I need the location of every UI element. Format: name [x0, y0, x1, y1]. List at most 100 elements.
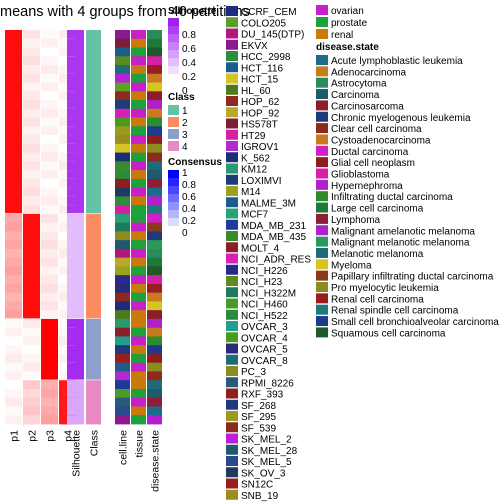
disease-state-legend-label: Clear cell carcinoma — [331, 124, 422, 135]
cell-line-legend-swatch — [226, 253, 238, 264]
class-cell — [86, 371, 101, 381]
tissue-legend-swatch — [316, 29, 328, 39]
cell-line-legend-swatch — [226, 388, 238, 399]
disease-state-cell — [147, 56, 162, 66]
cell-line-legend-swatch — [226, 321, 238, 331]
membership-cell — [23, 65, 40, 75]
membership-cell — [23, 91, 40, 101]
silhouette-cell — [67, 170, 84, 180]
cell-line-legend-label: OVCAR_5 — [241, 345, 288, 356]
cell-line-legend-label: NCI_H23 — [241, 277, 283, 288]
class-cell — [86, 266, 101, 276]
membership-cell — [23, 56, 40, 66]
cell-line-legend-label: NCI_H322M — [241, 288, 296, 299]
cell-line-cell — [115, 213, 130, 224]
cell-line-legend-label: HCT_15 — [241, 75, 279, 86]
tissue-cell — [131, 231, 146, 241]
disease-state-cell — [147, 257, 162, 267]
disease-state-cell — [147, 178, 162, 188]
disease-state-legend-label: Malignant melanotic melanoma — [331, 238, 470, 249]
cell-line-legend-label: CCRF_CEM — [241, 7, 297, 18]
membership-cell — [23, 406, 40, 416]
tissue-cell — [131, 170, 146, 180]
disease-state-legend-swatch — [316, 270, 328, 281]
cell-line-legend-swatch — [226, 84, 238, 95]
disease-state-cell — [147, 275, 162, 285]
membership-cell — [41, 38, 58, 48]
disease-state-legend-swatch — [316, 179, 328, 190]
tissue-cell — [131, 257, 146, 267]
membership-cell — [5, 100, 22, 110]
tissue-cell — [131, 362, 146, 372]
cell-line-legend-label: SF_539 — [241, 423, 276, 434]
cell-line-cell — [115, 266, 130, 276]
disease-state-legend-swatch — [316, 168, 328, 179]
disease-state-cell — [147, 91, 162, 101]
cell-line-legend-label: MALME_3M — [241, 198, 296, 209]
cell-line-legend-label: NCI_H460 — [241, 300, 288, 311]
membership-cell — [23, 266, 40, 276]
silhouette-cell — [67, 73, 84, 83]
consensus-legend-swatch — [168, 202, 179, 210]
membership-cell — [41, 178, 58, 188]
membership-cell — [23, 388, 40, 399]
membership-cell — [5, 196, 22, 206]
disease-state-legend-swatch — [316, 100, 328, 111]
membership-cell — [23, 248, 40, 259]
cell-line-cell — [115, 126, 130, 136]
cell-line-cell — [115, 345, 130, 355]
cell-line-cell — [115, 248, 130, 259]
disease-state-cell — [147, 283, 162, 294]
silhouette-cell — [67, 318, 84, 329]
membership-cell — [5, 65, 22, 75]
class-cell — [86, 283, 101, 294]
membership-cell — [23, 100, 40, 110]
class-legend-swatch — [168, 117, 179, 127]
tissue-cell — [131, 371, 146, 381]
cell-line-cell — [115, 318, 130, 329]
membership-cell — [23, 257, 40, 267]
consensus-legend-tick: 0.6 — [182, 192, 196, 203]
membership-cell — [41, 353, 58, 364]
disease-state-legend-label: Glial cell neoplasm — [331, 158, 415, 169]
silhouette-cell — [67, 56, 84, 66]
membership-cell — [41, 371, 58, 381]
disease-state-legend-swatch — [316, 316, 328, 327]
membership-cell — [41, 292, 58, 302]
disease-state-legend-label: Squamous cell carcinoma — [331, 328, 446, 339]
disease-state-cell — [147, 336, 162, 346]
cell-line-legend-swatch — [226, 231, 238, 241]
disease-state-legend-label: Astrocytoma — [331, 79, 387, 90]
chart-title: means with 4 groups from 40 partitions — [0, 4, 250, 20]
cell-line-legend-swatch — [226, 444, 238, 455]
silhouette-cell — [67, 248, 84, 259]
tissue-cell — [131, 397, 146, 407]
cell-line-legend-label: SK_OV_3 — [241, 468, 286, 479]
membership-cell — [5, 231, 22, 241]
membership-cell — [23, 126, 40, 136]
disease-state-legend-swatch — [316, 293, 328, 304]
membership-cell — [23, 275, 40, 285]
silhouette-cell — [67, 345, 84, 355]
tissue-cell — [131, 38, 146, 48]
disease-state-cell — [147, 117, 162, 127]
tissue-cell — [131, 161, 146, 171]
class-cell — [86, 196, 101, 206]
column-label: Class — [89, 430, 101, 456]
disease-state-legend-swatch — [316, 236, 328, 247]
disease-state-legend-swatch — [316, 55, 328, 65]
class-legend-title: Class — [168, 92, 195, 103]
membership-cell — [5, 135, 22, 145]
disease-state-legend-label: Pro myelocytic leukemia — [331, 283, 439, 294]
class-cell — [86, 73, 101, 83]
cell-line-cell — [115, 91, 130, 101]
membership-cell — [41, 108, 58, 118]
class-cell — [86, 108, 101, 118]
tissue-cell — [131, 301, 146, 311]
disease-state-legend-label: Chronic myelogenous leukemia — [331, 113, 471, 124]
disease-state-cell — [147, 82, 162, 92]
silhouette-cell — [67, 266, 84, 276]
cell-line-legend-swatch — [226, 17, 238, 28]
membership-cell — [41, 187, 58, 197]
cell-line-legend-swatch — [226, 219, 238, 230]
